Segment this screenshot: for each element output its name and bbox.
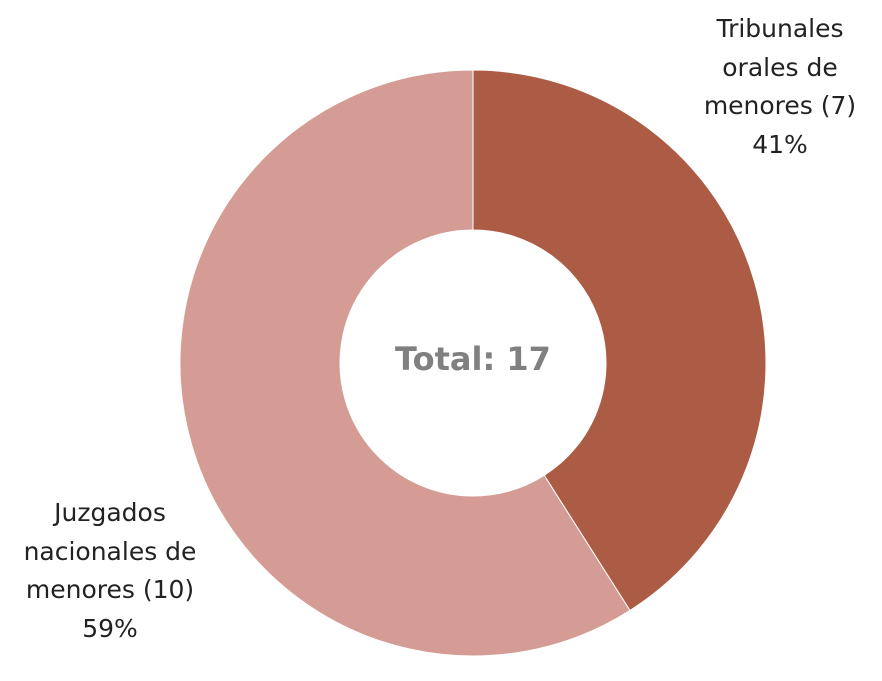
slice-label: Tribunales orales de menores (7) 41% xyxy=(680,10,880,164)
value-label: 41% xyxy=(752,129,808,159)
value-label: 59% xyxy=(82,613,138,643)
donut-slice xyxy=(472,69,767,612)
category-label: Juzgados nacionales de menores (10) xyxy=(23,498,197,604)
slice-label: Juzgados nacionales de menores (10) 59% xyxy=(18,494,202,648)
category-label: Tribunales orales de menores (7) xyxy=(703,14,857,120)
center-label: Total: 17 xyxy=(395,340,551,378)
donut-slice xyxy=(179,69,631,657)
